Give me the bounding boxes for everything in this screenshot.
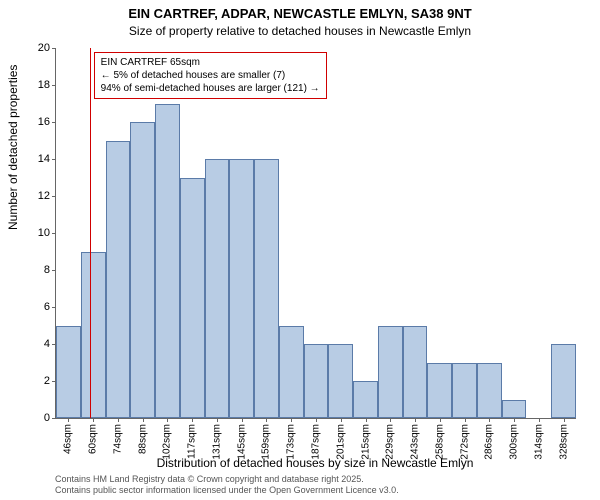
ytick-mark bbox=[52, 270, 56, 271]
xtick-mark bbox=[167, 418, 168, 422]
annotation-box: EIN CARTREF 65sqm← 5% of detached houses… bbox=[94, 52, 327, 99]
histogram-bar bbox=[304, 344, 329, 418]
footer-line-1: Contains HM Land Registry data © Crown c… bbox=[55, 474, 399, 485]
ytick-label: 18 bbox=[38, 79, 50, 91]
xtick-mark bbox=[514, 418, 515, 422]
xtick-mark bbox=[390, 418, 391, 422]
histogram-bar bbox=[452, 363, 477, 419]
ytick-label: 16 bbox=[38, 116, 50, 128]
ytick-label: 10 bbox=[38, 227, 50, 239]
annotation-line-2: ← 5% of detached houses are smaller (7) bbox=[101, 69, 320, 82]
xtick-mark bbox=[341, 418, 342, 422]
xtick-label: 102sqm bbox=[162, 424, 173, 460]
xtick-label: 328sqm bbox=[558, 424, 569, 460]
xtick-mark bbox=[465, 418, 466, 422]
annotation-line-3: 94% of semi-detached houses are larger (… bbox=[101, 82, 320, 95]
xtick-label: 88sqm bbox=[137, 424, 148, 454]
xtick-label: 46sqm bbox=[63, 424, 74, 454]
ytick-label: 2 bbox=[44, 375, 50, 387]
ytick-label: 12 bbox=[38, 190, 50, 202]
xtick-mark bbox=[68, 418, 69, 422]
footer-attribution: Contains HM Land Registry data © Crown c… bbox=[55, 474, 399, 496]
xtick-label: 286sqm bbox=[484, 424, 495, 460]
xtick-mark bbox=[366, 418, 367, 422]
ytick-mark bbox=[52, 159, 56, 160]
chart-container: EIN CARTREF, ADPAR, NEWCASTLE EMLYN, SA3… bbox=[0, 0, 600, 500]
chart-title-main: EIN CARTREF, ADPAR, NEWCASTLE EMLYN, SA3… bbox=[0, 6, 600, 21]
xtick-mark bbox=[242, 418, 243, 422]
histogram-bar bbox=[353, 381, 378, 418]
xtick-mark bbox=[415, 418, 416, 422]
histogram-bar bbox=[155, 104, 180, 419]
xtick-mark bbox=[489, 418, 490, 422]
xtick-label: 243sqm bbox=[410, 424, 421, 460]
ytick-mark bbox=[52, 418, 56, 419]
histogram-bar bbox=[378, 326, 403, 419]
histogram-bar bbox=[477, 363, 502, 419]
histogram-bar bbox=[106, 141, 131, 419]
chart-title-sub: Size of property relative to detached ho… bbox=[0, 24, 600, 38]
histogram-bar bbox=[130, 122, 155, 418]
y-axis-label: Number of detached properties bbox=[6, 65, 20, 230]
xtick-label: 159sqm bbox=[261, 424, 272, 460]
xtick-label: 131sqm bbox=[211, 424, 222, 460]
ytick-mark bbox=[52, 233, 56, 234]
xtick-label: 258sqm bbox=[434, 424, 445, 460]
ytick-label: 20 bbox=[38, 42, 50, 54]
xtick-label: 173sqm bbox=[286, 424, 297, 460]
histogram-bar bbox=[180, 178, 205, 419]
ytick-mark bbox=[52, 85, 56, 86]
xtick-label: 187sqm bbox=[311, 424, 322, 460]
footer-line-2: Contains public sector information licen… bbox=[55, 485, 399, 496]
histogram-bar bbox=[254, 159, 279, 418]
xtick-mark bbox=[93, 418, 94, 422]
histogram-bar bbox=[229, 159, 254, 418]
ytick-mark bbox=[52, 196, 56, 197]
xtick-mark bbox=[192, 418, 193, 422]
xtick-label: 300sqm bbox=[509, 424, 520, 460]
xtick-mark bbox=[217, 418, 218, 422]
xtick-mark bbox=[266, 418, 267, 422]
xtick-label: 117sqm bbox=[187, 424, 198, 459]
xtick-label: 314sqm bbox=[533, 424, 544, 460]
xtick-label: 229sqm bbox=[385, 424, 396, 460]
xtick-mark bbox=[316, 418, 317, 422]
xtick-label: 145sqm bbox=[236, 424, 247, 460]
histogram-bar bbox=[403, 326, 428, 419]
histogram-bar bbox=[81, 252, 106, 419]
xtick-label: 60sqm bbox=[88, 424, 99, 454]
xtick-mark bbox=[291, 418, 292, 422]
ytick-label: 6 bbox=[44, 301, 50, 313]
ytick-label: 0 bbox=[44, 412, 50, 424]
histogram-bar bbox=[56, 326, 81, 419]
xtick-label: 74sqm bbox=[112, 424, 123, 454]
xtick-mark bbox=[564, 418, 565, 422]
property-marker-line bbox=[90, 48, 91, 418]
xtick-mark bbox=[143, 418, 144, 422]
histogram-bar bbox=[551, 344, 576, 418]
ytick-mark bbox=[52, 48, 56, 49]
ytick-label: 8 bbox=[44, 264, 50, 276]
histogram-bar bbox=[502, 400, 527, 419]
xtick-label: 272sqm bbox=[459, 424, 470, 460]
xtick-label: 201sqm bbox=[335, 424, 346, 460]
ytick-label: 4 bbox=[44, 338, 50, 350]
ytick-mark bbox=[52, 307, 56, 308]
x-axis-label: Distribution of detached houses by size … bbox=[55, 456, 575, 470]
histogram-bar bbox=[279, 326, 304, 419]
xtick-mark bbox=[539, 418, 540, 422]
histogram-bar bbox=[205, 159, 230, 418]
plot-area: 0246810121416182046sqm60sqm74sqm88sqm102… bbox=[55, 48, 576, 419]
xtick-label: 215sqm bbox=[360, 424, 371, 460]
ytick-mark bbox=[52, 122, 56, 123]
xtick-mark bbox=[118, 418, 119, 422]
histogram-bar bbox=[427, 363, 452, 419]
annotation-line-1: EIN CARTREF 65sqm bbox=[101, 56, 320, 69]
ytick-label: 14 bbox=[38, 153, 50, 165]
xtick-mark bbox=[440, 418, 441, 422]
histogram-bar bbox=[328, 344, 353, 418]
